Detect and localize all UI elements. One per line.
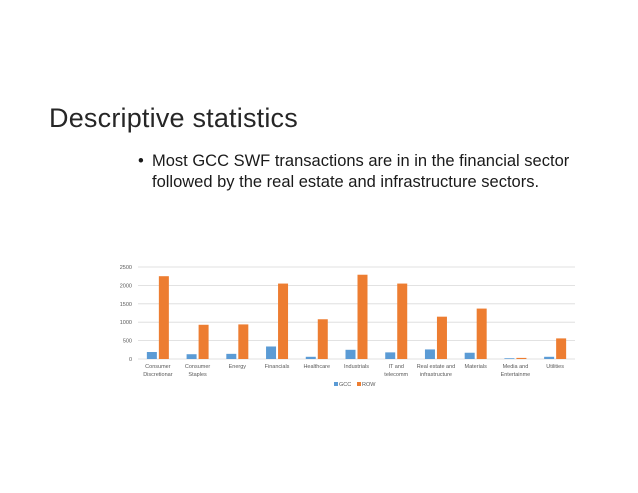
x-tick-label: Utilities <box>546 364 564 370</box>
x-tick-label: Financials <box>265 364 290 370</box>
bar-row <box>238 324 249 359</box>
x-tick-label: IT and <box>388 364 404 370</box>
bar-row <box>198 324 209 359</box>
bar-row <box>516 357 527 359</box>
bar-row <box>397 283 408 359</box>
legend-swatch-gcc <box>334 382 338 386</box>
x-tick-label: Industrials <box>344 364 369 370</box>
bullet-line: followed by the real estate and infrastr… <box>152 173 540 191</box>
y-tick-label: 2000 <box>120 283 132 289</box>
bar-gcc <box>146 352 157 359</box>
x-tick-label: infrastructure <box>420 372 452 378</box>
y-tick-label: 1000 <box>120 320 132 326</box>
bar-gcc <box>544 356 555 359</box>
x-tick-label: Staples <box>188 372 207 378</box>
x-tick-label: Real estate and <box>417 364 456 370</box>
x-tick-label: Consumer <box>185 364 211 370</box>
x-tick-label: Discretionar <box>143 372 173 378</box>
bullet-list: • Most GCC SWF transactions are in in th… <box>138 151 618 193</box>
x-tick-label: Healthcare <box>303 364 330 370</box>
y-tick-label: 2500 <box>120 265 132 271</box>
legend-label: GCC <box>339 382 351 388</box>
bar-row <box>556 338 567 359</box>
bar-row <box>158 276 169 359</box>
legend-label: ROW <box>362 382 376 388</box>
bar-gcc <box>424 349 435 359</box>
y-tick-label: 0 <box>129 357 132 363</box>
bar-gcc <box>345 349 356 359</box>
y-tick-label: 1500 <box>120 302 132 308</box>
bar-row <box>317 319 328 359</box>
bar-row <box>436 316 447 359</box>
x-tick-label: Materials <box>465 364 488 370</box>
chart-svg: 0 500 1000 1500 2000 2500 Consumer Discretionar… <box>120 265 575 388</box>
bullet-item: • Most GCC SWF transactions are in in th… <box>138 151 618 193</box>
x-tick-label: Media and <box>503 364 529 370</box>
bullet-line: Most GCC SWF transactions are in in the … <box>152 152 570 170</box>
bar-gcc <box>266 346 277 359</box>
bullet-marker: • <box>138 152 144 170</box>
bar-gcc <box>305 356 316 359</box>
bar-gcc <box>464 352 475 359</box>
bar-gcc <box>385 352 396 359</box>
bar-row <box>357 274 368 359</box>
y-tick-label: 500 <box>123 339 132 345</box>
bar-chart: 0 500 1000 1500 2000 2500 Consumer Discretionar… <box>100 255 580 400</box>
bar-gcc <box>504 358 515 359</box>
bar-gcc <box>226 353 237 359</box>
bar-gcc <box>186 354 197 359</box>
x-tick-label: Energy <box>229 364 247 370</box>
slide-title: Descriptive statistics <box>49 103 298 133</box>
x-tick-label: Consumer <box>145 364 171 370</box>
legend-swatch-row <box>357 382 361 386</box>
x-tick-label: telecomm <box>384 372 408 378</box>
bar-row <box>278 283 289 359</box>
bar-row <box>476 308 487 359</box>
x-tick-label: Entertainme <box>501 372 531 378</box>
